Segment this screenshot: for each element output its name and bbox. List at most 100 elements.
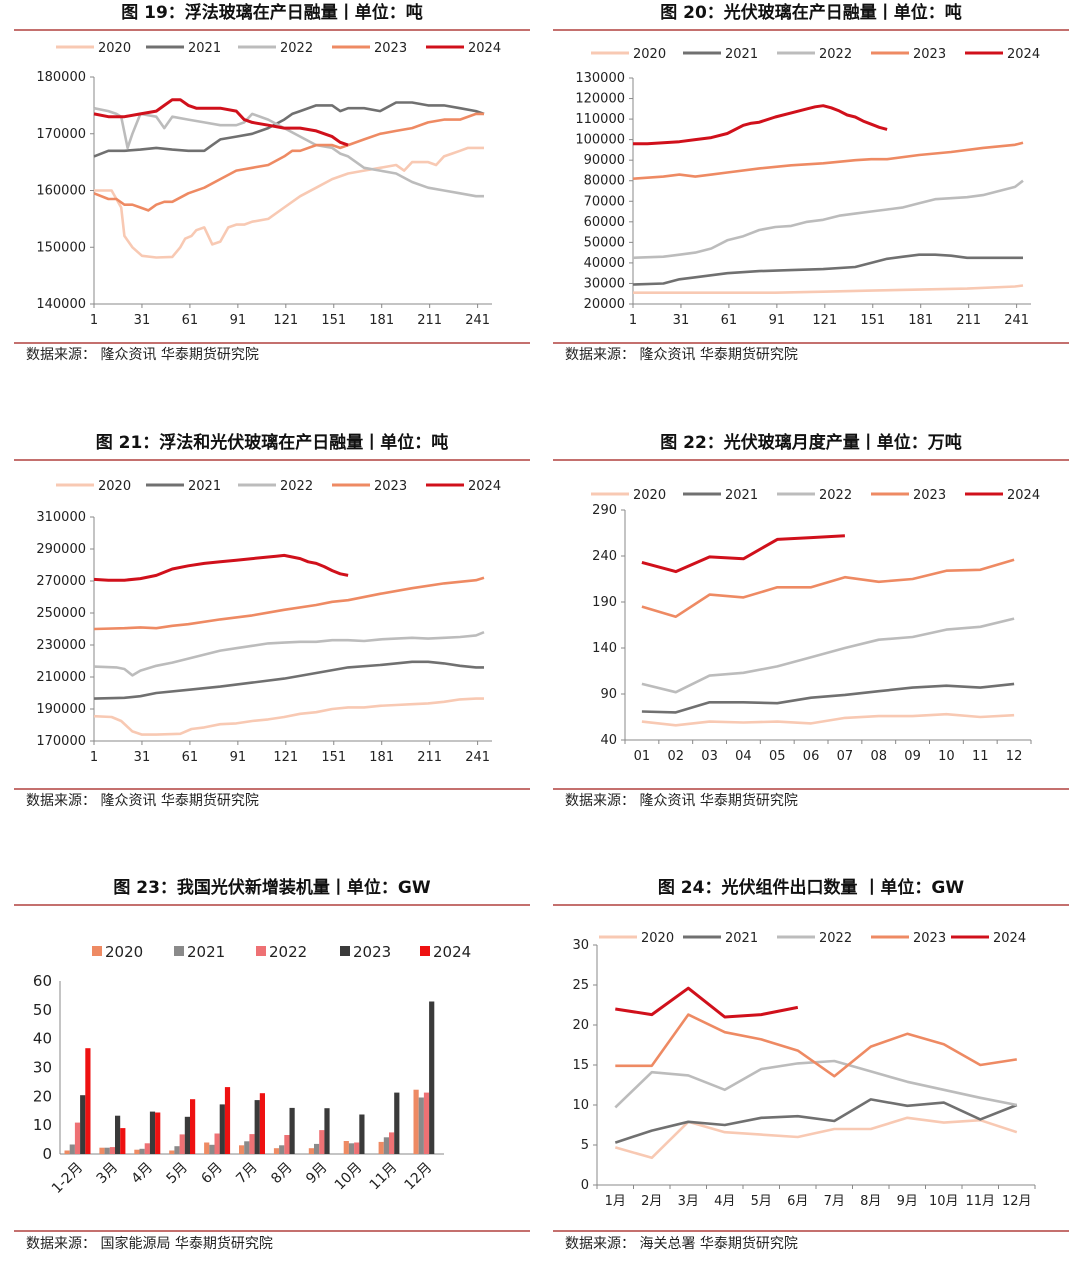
x-tick-label: 151 [321,750,346,765]
y-tick-label: 20000 [584,297,625,312]
bar-2023 [254,1100,260,1154]
y-tick-label: 140000 [36,297,86,312]
y-tick-label: 190000 [36,702,86,717]
title-rule-23 [14,904,530,906]
title-rule-20 [553,29,1069,31]
panel-24: 图 24：光伏组件出口数量 丨单位：GW 2020 2021 2022 2023 202… [553,875,1069,1265]
bar-2021 [174,1146,180,1154]
legend-label-2023: 2023 [374,41,407,56]
legend-label-2021: 2021 [188,41,221,56]
y-tick-label: 100000 [575,133,625,148]
x-tick-label: 12 [1006,749,1023,764]
series-line-2020 [94,146,484,259]
x-tick-label: 1 [629,313,637,328]
x-tick-label: 05 [769,749,786,764]
bar-2022 [423,1092,430,1154]
legend-label-2022: 2022 [819,488,852,503]
y-tick-label: 5 [581,1138,589,1153]
x-tick-label: 61 [182,750,199,765]
bar-2022 [179,1134,185,1154]
legend-label-2020: 2020 [98,41,131,56]
source-24: 数据来源： 海关总署 华泰期货研究院 [565,1236,798,1252]
legend-label-2021: 2021 [188,479,221,494]
x-tick-label: 1-2月 [49,1160,86,1197]
x-tick-label: 9月 [303,1160,331,1188]
series-line-2024 [641,534,845,574]
series-line-2020 [633,284,1024,295]
legend-swatch-2023 [340,946,350,956]
x-tick-label: 1 [90,750,98,765]
x-tick-label: 1 [90,313,98,328]
legend-label-2022: 2022 [819,47,852,62]
bar-2024 [85,1048,91,1154]
legend-label-2023: 2023 [913,47,946,62]
legend-label-2021: 2021 [725,488,758,503]
y-tick-label: 180000 [36,70,86,85]
y-tick-label: 20 [33,1087,52,1105]
x-tick-label: 211 [417,313,442,328]
series-line-2021 [641,682,1015,714]
bar-2022 [389,1132,395,1154]
x-tick-label: 1月 [605,1194,626,1209]
series-line-2022 [632,179,1024,260]
series-line-2021 [614,1098,1018,1144]
legend-label-2020: 2020 [98,479,131,494]
bar-2020 [64,1150,70,1154]
panel-22: 图 22：光伏玻璃月度产量丨单位：万吨 2020 2021 2022 2023 2024… [553,430,1069,820]
x-tick-label: 11月 [965,1194,995,1209]
bar-2022 [144,1143,150,1154]
y-tick-label: 0 [581,1178,589,1193]
legend-label-2024: 2024 [993,931,1026,946]
y-tick-label: 40000 [584,256,625,271]
x-tick-label: 3月 [94,1160,122,1188]
y-tick-label: 30000 [584,276,625,291]
bar-2021 [314,1143,320,1154]
bar-2023 [80,1095,86,1154]
chart-23: 2020 2021 2022 2023 2024 0 10 20 30 40 50 60 1-2月 3月 4… [33,943,471,1197]
y-tick-label: 40 [33,1030,52,1048]
series-line-2024 [93,98,349,147]
bar-2023 [359,1114,365,1154]
x-tick-label: 31 [134,750,151,765]
bar-2020 [134,1149,140,1154]
series-line-2020 [614,1116,1018,1160]
chart-21: 2020 2021 2022 2023 2024 170000 190000 210000 23… [36,479,501,765]
x-tick-label: 03 [701,749,718,764]
series-line-2022 [93,630,485,677]
bar-2024 [224,1087,231,1154]
source-22: 数据来源： 隆众资讯 华泰期货研究院 [565,793,798,809]
y-tick-label: 0 [42,1145,52,1163]
bottom-rule-20 [553,342,1069,344]
y-tick-label: 150000 [36,240,86,255]
y-tick-label: 170000 [36,734,86,749]
source-23: 数据来源： 国家能源局 华泰期货研究院 [26,1236,273,1252]
x-tick-label: 241 [465,750,490,765]
bar-2020 [308,1148,314,1154]
y-tick-label: 60 [33,972,52,990]
y-tick-label: 290 [592,503,617,518]
x-tick-label: 9月 [897,1194,918,1209]
y-tick-label: 130000 [575,71,625,86]
bar-2024 [190,1099,196,1154]
series-line-2023 [93,576,485,631]
y-tick-label: 50000 [584,235,625,250]
y-tick-label: 120000 [575,92,625,107]
series-line-2024 [633,104,888,146]
x-tick-label: 181 [908,313,933,328]
bar-2022 [354,1142,360,1154]
chart-title-23: 图 23：我国光伏新增装机量丨单位：GW [113,878,431,898]
bar-2022 [109,1147,115,1154]
bar-2021 [279,1145,285,1154]
bar-2022 [214,1133,220,1154]
source-20: 数据来源： 隆众资讯 华泰期货研究院 [565,347,798,363]
y-tick-label: 70000 [584,194,625,209]
bar-2021 [69,1144,75,1154]
x-tick-label: 31 [673,313,690,328]
title-rule-22 [553,459,1069,461]
y-tick-label: 30 [572,938,589,953]
legend-label-2024: 2024 [1007,488,1040,503]
bar-2021 [418,1097,424,1154]
series-line-2021 [632,253,1023,286]
y-tick-label: 310000 [36,510,86,525]
x-tick-label: 5月 [751,1194,772,1209]
